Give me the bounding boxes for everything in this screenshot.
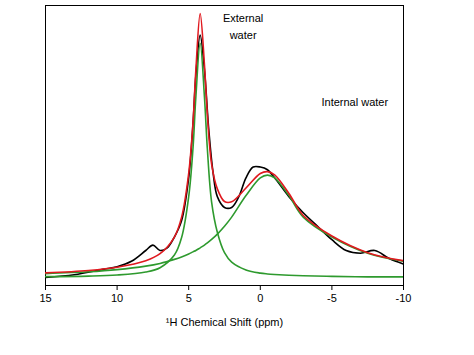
svg-text:¹H Chemical Shift (ppm): ¹H Chemical Shift (ppm) xyxy=(166,316,283,328)
svg-text:-5: -5 xyxy=(327,292,337,304)
svg-text:Internal water: Internal water xyxy=(321,96,388,108)
svg-text:5: 5 xyxy=(186,292,192,304)
svg-text:External: External xyxy=(223,12,263,24)
svg-text:-10: -10 xyxy=(396,292,412,304)
svg-text:water: water xyxy=(229,29,257,41)
svg-text:0: 0 xyxy=(257,292,263,304)
svg-text:10: 10 xyxy=(111,292,123,304)
svg-text:15: 15 xyxy=(39,292,51,304)
